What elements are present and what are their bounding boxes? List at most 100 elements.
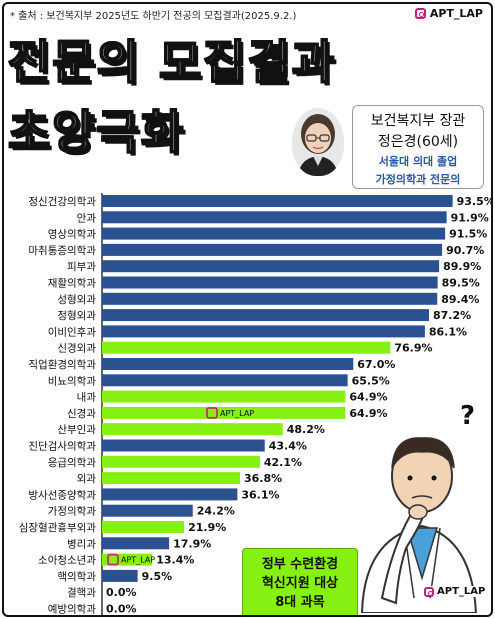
- thinking-doctor-illustration: ?: [360, 401, 478, 613]
- instagram-icon: [206, 407, 218, 419]
- value-label: 76.9%: [394, 342, 432, 355]
- watermark-badge: APT_LAP: [424, 586, 486, 597]
- value-label: 64.9%: [349, 407, 387, 420]
- minister-card: 보건복지부 장관 정은경(60세) 서울대 의대 졸업 가정의학과 전문의: [352, 105, 484, 189]
- bar: [102, 423, 283, 436]
- bar: [102, 488, 238, 501]
- category-label: 안과: [77, 212, 97, 224]
- value-label: 48.2%: [287, 423, 325, 436]
- category-label: 신경외과: [57, 342, 96, 355]
- brand-badge: APT_LAP: [414, 7, 483, 20]
- category-label: 심장혈관흉부외과: [19, 521, 97, 534]
- value-label: 42.1%: [264, 456, 302, 469]
- bar-chart: 정신건강의학과 93.5% 안과 91.9% 영상의학과 91.5% 마취통증의학과 90.7…: [19, 193, 491, 616]
- bar: [102, 227, 446, 240]
- bar: [102, 243, 443, 256]
- value-label: 0.0%: [106, 603, 137, 616]
- category-label: 비뇨의학과: [48, 375, 97, 387]
- value-label: 89.4%: [441, 293, 479, 306]
- value-label: 65.5%: [352, 374, 390, 387]
- value-label: 9.5%: [142, 570, 173, 583]
- value-label: 64.9%: [349, 391, 387, 404]
- bar: [102, 260, 440, 273]
- value-label: 93.5%: [457, 195, 491, 208]
- bar: [102, 455, 260, 468]
- source-note: * 출처 : 보건복지부 2025년도 하반기 전공의 모집결과(2025.9.…: [10, 11, 297, 22]
- bar: [102, 521, 185, 533]
- note-line-2: 혁신지원 대상: [261, 576, 339, 591]
- value-label: 24.2%: [197, 505, 235, 518]
- category-label: 내과: [77, 392, 97, 404]
- note-line-1: 정부 수련환경: [261, 557, 339, 572]
- bar-watermark: APT_LAP: [107, 553, 155, 566]
- category-label: 핵의학과: [57, 571, 96, 583]
- category-label: 직업환경의학과: [28, 358, 96, 371]
- bar: [102, 276, 438, 289]
- watermark-text: APT_LAP: [220, 409, 254, 418]
- bar: [102, 195, 453, 207]
- value-label: 91.5%: [449, 228, 487, 241]
- bar: [102, 472, 240, 485]
- value-label: 89.5%: [442, 277, 480, 290]
- category-label: 산부인과: [57, 424, 96, 436]
- brand-handle: APT_LAP: [429, 7, 483, 20]
- value-label: 21.9%: [188, 521, 226, 534]
- category-label: 결핵과: [67, 587, 96, 599]
- category-label: 정신건강의학과: [28, 196, 96, 208]
- bar: [102, 325, 425, 338]
- category-label: 정형외과: [57, 310, 96, 322]
- bar: [102, 569, 138, 582]
- value-label: 86.1%: [429, 325, 467, 338]
- watermark-text: APT_LAP: [121, 556, 155, 565]
- minister-education: 서울대 의대 졸업: [378, 155, 458, 168]
- value-label: 13.4%: [156, 554, 194, 567]
- category-label: 가정의학과: [48, 506, 97, 518]
- category-label: 예방의학과: [48, 603, 97, 616]
- value-label: 87.2%: [433, 309, 471, 322]
- value-label: 36.1%: [241, 488, 279, 501]
- bar: [102, 292, 438, 305]
- bar: [102, 309, 429, 322]
- category-label: 외과: [77, 473, 97, 485]
- category-label: 병리과: [67, 538, 96, 550]
- bar: [102, 504, 193, 517]
- instagram-icon: [107, 553, 119, 566]
- minister-name: 정은경(60세): [377, 134, 459, 150]
- instagram-icon: [414, 8, 426, 19]
- value-label: 36.8%: [244, 472, 282, 485]
- headline-line-1: 전문의 모집결과: [7, 34, 337, 90]
- category-label: 신경과: [67, 407, 96, 420]
- value-label: 0.0%: [106, 586, 137, 599]
- bar: [102, 211, 447, 224]
- bar: [102, 358, 354, 370]
- bar: [102, 390, 346, 403]
- instagram-icon: [424, 586, 434, 597]
- category-label: 진단검사의학과: [28, 441, 96, 453]
- value-label: 90.7%: [446, 244, 484, 257]
- headline-line-2: 초양극화: [7, 104, 186, 160]
- support-note-box: 정부 수련환경 혁신지원 대상 8대 과목: [242, 548, 358, 615]
- watermark-handle: APT_LAP: [437, 586, 486, 597]
- category-label: 응급의학과: [48, 457, 97, 469]
- bar: [102, 553, 153, 566]
- minister-specialty: 가정의학과 전문의: [375, 173, 461, 186]
- bar-watermark: APT_LAP: [206, 407, 254, 419]
- category-label: 마취통증의학과: [28, 245, 96, 257]
- value-label: 91.9%: [451, 211, 489, 224]
- category-label: 소아청소년과: [38, 555, 96, 567]
- category-label: 피부과: [67, 261, 96, 273]
- minister-portrait: [292, 108, 344, 176]
- category-label: 성형외과: [57, 294, 96, 306]
- bar: [102, 341, 391, 354]
- bar: [102, 406, 346, 419]
- minister-role: 보건복지부 장관: [370, 113, 466, 129]
- note-line-3: 8대 과목: [275, 595, 325, 610]
- svg-text:?: ?: [460, 401, 475, 431]
- category-label: 재활의학과: [48, 277, 97, 290]
- value-label: 17.9%: [173, 537, 211, 550]
- value-label: 43.4%: [269, 440, 307, 453]
- category-label: 이비인후과: [48, 326, 97, 338]
- bar: [102, 374, 348, 387]
- value-label: 89.9%: [443, 260, 481, 273]
